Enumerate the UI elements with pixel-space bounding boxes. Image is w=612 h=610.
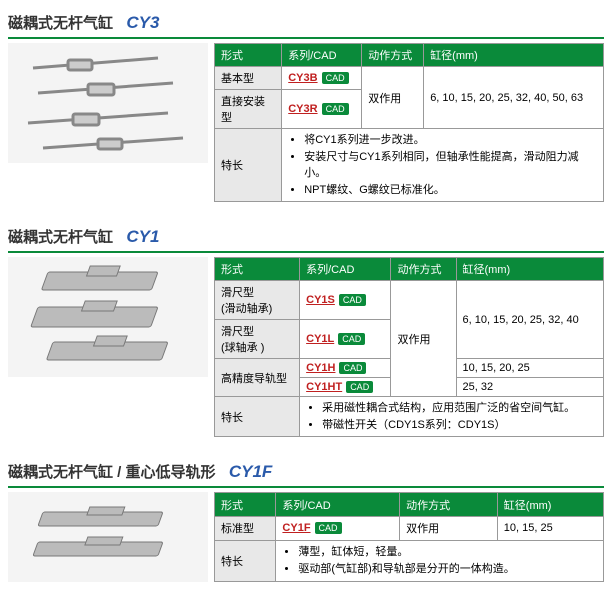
feat-item: 采用磁性耦合式结构，应用范围广泛的省空间气缸。 (322, 400, 597, 417)
series-link[interactable]: CY3B (288, 72, 317, 84)
section-title: 磁耦式无杆气缸 / 重心低导轨形 CY1F (8, 457, 604, 488)
title-code: CY1F (229, 462, 272, 481)
cad-badge[interactable]: CAD (346, 381, 373, 393)
title-cn: 磁耦式无杆气缸 (8, 229, 113, 246)
th-series: 系列/CAD (282, 44, 362, 67)
cell-action: 双作用 (362, 67, 424, 129)
series-link[interactable]: CY1H (306, 362, 335, 374)
spec-table: 形式 系列/CAD 动作方式 缸径(mm) 基本型 CY3B CAD 双作用 6,… (214, 43, 604, 202)
cell-series: CY1F CAD (276, 516, 400, 540)
cad-badge[interactable]: CAD (339, 362, 366, 374)
cell-type: 滑尺型 (滑动轴承) (215, 281, 300, 320)
product-image (8, 257, 208, 377)
th-type: 形式 (215, 258, 300, 281)
series-link[interactable]: CY1HT (306, 381, 342, 393)
cell-type: 滑尺型 (球轴承 ) (215, 320, 300, 359)
cell-type: 高精度导轨型 (215, 359, 300, 397)
cad-badge[interactable]: CAD (338, 333, 365, 345)
cell-type: 标准型 (215, 516, 276, 540)
section-cy1f: 磁耦式无杆气缸 / 重心低导轨形 CY1F 形式 系列/CAD 动作方式 缸径(… (8, 457, 604, 582)
series-link[interactable]: CY1F (282, 522, 310, 534)
cell-action: 双作用 (391, 281, 456, 397)
cell-series: CY3B CAD (282, 67, 362, 90)
th-type: 形式 (215, 44, 282, 67)
cell-bore: 6, 10, 15, 20, 25, 32, 40, 50, 63 (424, 67, 604, 129)
cad-badge[interactable]: CAD (315, 522, 342, 534)
series-link[interactable]: CY1S (306, 294, 335, 306)
th-series: 系列/CAD (300, 258, 391, 281)
cell-series: CY3R CAD (282, 90, 362, 129)
feat-label: 特长 (215, 397, 300, 437)
title-code: CY1 (126, 227, 159, 246)
th-bore: 缸径(mm) (424, 44, 604, 67)
title-cn: 磁耦式无杆气缸 / 重心低导轨形 (8, 464, 216, 481)
cell-action: 双作用 (400, 516, 498, 540)
th-action: 动作方式 (400, 493, 498, 517)
th-action: 动作方式 (391, 258, 456, 281)
section-cy3: 磁耦式无杆气缸 CY3 形式 系列/CAD 动作方式 缸径(mm) 基本型 (8, 8, 604, 202)
cell-series: CY1L CAD (300, 320, 391, 359)
cell-bore: 6, 10, 15, 20, 25, 32, 40 (456, 281, 603, 359)
feat-label: 特长 (215, 540, 276, 581)
feat-cell: 采用磁性耦合式结构，应用范围广泛的省空间气缸。 带磁性开关（CDY1S系列：CD… (300, 397, 604, 437)
feat-item: NPT螺纹、G螺纹已标准化。 (304, 182, 597, 199)
feat-item: 带磁性开关（CDY1S系列：CDY1S） (322, 417, 597, 434)
feat-label: 特长 (215, 129, 282, 202)
series-link[interactable]: CY3R (288, 103, 317, 115)
cell-bore: 10, 15, 25 (497, 516, 603, 540)
cell-series: CY1S CAD (300, 281, 391, 320)
section-title: 磁耦式无杆气缸 CY3 (8, 8, 604, 39)
th-bore: 缸径(mm) (456, 258, 603, 281)
th-bore: 缸径(mm) (497, 493, 603, 517)
title-code: CY3 (126, 13, 159, 32)
product-image (8, 43, 208, 163)
cad-badge[interactable]: CAD (339, 294, 366, 306)
spec-table: 形式 系列/CAD 动作方式 缸径(mm) 标准型 CY1F CAD 双作用 10… (214, 492, 604, 582)
product-image (8, 492, 208, 582)
series-link[interactable]: CY1L (306, 333, 334, 345)
feat-cell: 将CY1系列进一步改进。 安装尺寸与CY1系列相同，但轴承性能提高，滑动阻力减小… (282, 129, 604, 202)
th-series: 系列/CAD (276, 493, 400, 517)
cell-type: 基本型 (215, 67, 282, 90)
cell-series: CY1H CAD (300, 359, 391, 378)
cell-bore: 25, 32 (456, 378, 603, 397)
cell-series: CY1HT CAD (300, 378, 391, 397)
th-type: 形式 (215, 493, 276, 517)
feat-item: 薄型，缸体短，轻量。 (298, 544, 597, 561)
feat-cell: 薄型，缸体短，轻量。 驱动部(气缸部)和导轨部是分开的一体构造。 (276, 540, 604, 581)
cad-badge[interactable]: CAD (322, 72, 349, 84)
feat-item: 将CY1系列进一步改进。 (304, 132, 597, 149)
feat-item: 驱动部(气缸部)和导轨部是分开的一体构造。 (298, 561, 597, 578)
cad-badge[interactable]: CAD (322, 103, 349, 115)
feat-item: 安装尺寸与CY1系列相同，但轴承性能提高，滑动阻力减小。 (304, 149, 597, 182)
section-title: 磁耦式无杆气缸 CY1 (8, 222, 604, 253)
section-cy1: 磁耦式无杆气缸 CY1 形式 系列/CAD 动作方式 缸径(mm) 滑尺型 (滑… (8, 222, 604, 437)
spec-table: 形式 系列/CAD 动作方式 缸径(mm) 滑尺型 (滑动轴承) CY1S CAD… (214, 257, 604, 437)
th-action: 动作方式 (362, 44, 424, 67)
title-cn: 磁耦式无杆气缸 (8, 15, 113, 32)
cell-bore: 10, 15, 20, 25 (456, 359, 603, 378)
cell-type: 直接安装型 (215, 90, 282, 129)
